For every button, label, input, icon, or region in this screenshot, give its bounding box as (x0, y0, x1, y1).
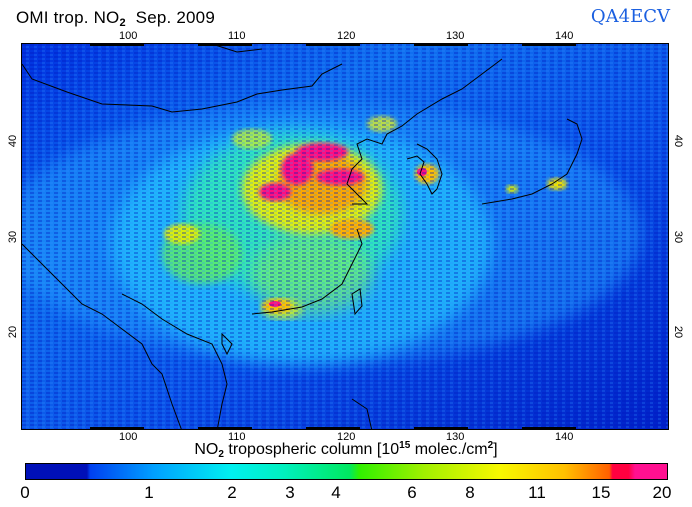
lon-tick-top: 130 (446, 30, 465, 42)
frame-tick-top (198, 43, 252, 46)
lon-tick-bottom: 130 (446, 431, 465, 443)
colorbar-tick: 6 (407, 483, 417, 502)
lon-tick-bottom: 100 (119, 431, 138, 443)
colorbar-tick: 8 (465, 483, 475, 502)
colorbar-title-text: ] (493, 441, 498, 458)
lat-tick-left: 30 (7, 230, 20, 244)
frame-tick-bottom (198, 427, 252, 430)
colorbar-tick: 3 (285, 483, 295, 502)
no2-heatmap (22, 44, 668, 429)
colorbar-tick: 11 (528, 483, 546, 502)
title-date: Sep. 2009 (135, 8, 215, 27)
colorbar-title-text: molec./cm (410, 441, 488, 458)
frame-tick-bottom (90, 427, 144, 430)
colorbar-title-sup: 2 (487, 440, 494, 451)
colorbar-tick: 20 (652, 483, 672, 502)
frame-tick-bottom (522, 427, 576, 430)
lon-tick-bottom: 110 (228, 431, 246, 443)
colorbar-title-text: tropospheric column [10 (223, 441, 400, 458)
frame-tick-bottom (306, 427, 360, 430)
lon-tick-top: 100 (119, 30, 138, 42)
brand-label: QA4ECV (590, 6, 670, 27)
colorbar-title-sub: 2 (218, 449, 224, 460)
colorbar-tick: 2 (227, 483, 237, 502)
colorbar-tick: 15 (591, 483, 611, 502)
lon-tick-top: 110 (228, 30, 246, 42)
frame-tick-top (306, 43, 360, 46)
lon-tick-top: 140 (555, 30, 574, 42)
title-subscript: 2 (119, 17, 126, 29)
frame-tick-top (522, 43, 576, 46)
lat-tick-left: 20 (7, 325, 20, 339)
map-title: OMI trop. NO2 Sep. 2009 (16, 8, 215, 29)
lat-tick-right: 30 (672, 230, 685, 244)
colorbar-tick: 0 (20, 483, 30, 502)
no2-map (21, 43, 669, 430)
lat-tick-right: 20 (672, 325, 685, 339)
lon-tick-top: 120 (337, 30, 356, 42)
lat-tick-right: 40 (672, 134, 685, 148)
lat-tick-left: 40 (7, 134, 20, 148)
title-text: OMI trop. NO (16, 8, 120, 27)
colorbar-title: NO2 tropospheric column [1015 molec./cm2… (0, 440, 692, 460)
frame-tick-top (414, 43, 468, 46)
frame-tick-top (90, 43, 144, 46)
colorbar-tick: 1 (144, 483, 154, 502)
colorbar-tick: 4 (331, 483, 341, 502)
lon-tick-bottom: 120 (337, 431, 356, 443)
colorbar-title-text: NO (194, 441, 219, 458)
colorbar (25, 463, 668, 480)
colorbar-title-sup: 15 (399, 440, 411, 451)
frame-tick-bottom (414, 427, 468, 430)
lon-tick-bottom: 140 (555, 431, 574, 443)
